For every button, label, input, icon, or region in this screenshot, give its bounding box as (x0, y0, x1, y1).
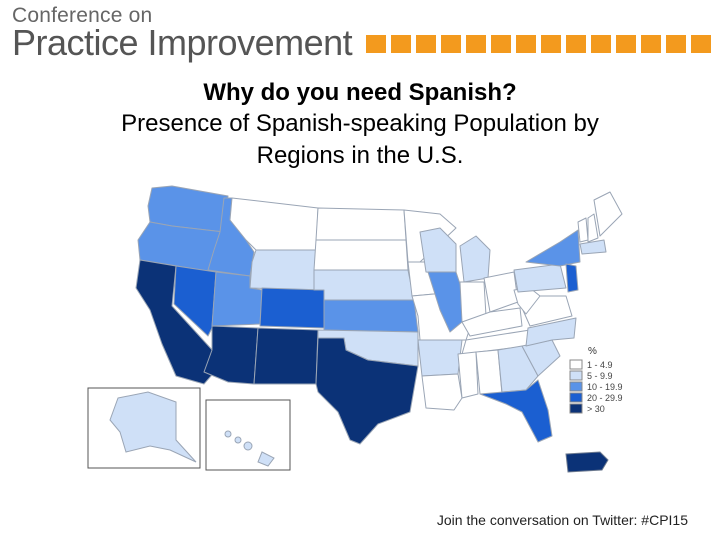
legend-label-1: 1 - 4.9 (587, 360, 613, 370)
state-NV (173, 265, 217, 337)
map-legend: % 1 - 4.9 5 - 9.9 10 - 19.9 20 - 29.9 > … (569, 346, 623, 414)
brand-subtitle: Conference on (12, 4, 153, 27)
state-NY (525, 229, 581, 267)
state-NJ (565, 263, 579, 293)
legend-swatch-3 (569, 381, 583, 392)
slide-subtitle-line1: Presence of Spanish-speaking Population … (121, 110, 599, 137)
slide-title: Why do you need Spanish? Presence of Spa… (0, 78, 720, 172)
hawaii-inset-frame (205, 399, 291, 471)
state-SD (313, 239, 409, 271)
state-LA (421, 373, 463, 411)
legend-label-3: 10 - 19.9 (587, 382, 623, 392)
slide-question: Why do you need Spanish? (203, 79, 517, 106)
state-MI (459, 235, 491, 283)
state-CA (135, 259, 219, 385)
us-spanish-population-map: % 1 - 4.9 5 - 9.9 10 - 19.9 20 - 29.9 > … (87, 185, 623, 473)
state-MA (579, 239, 607, 255)
state-AZ (203, 325, 259, 385)
state-ND (315, 207, 407, 241)
legend-swatch-2 (569, 370, 583, 381)
state-NC (525, 317, 577, 347)
slide-header: Conference on Practice Improvement (0, 0, 720, 70)
territory-PR (565, 451, 609, 473)
legend-swatch-5 (569, 403, 583, 414)
state-NE (313, 269, 415, 301)
state-HI (224, 430, 275, 467)
state-AR (417, 339, 463, 377)
state-NM (253, 327, 319, 385)
legend-swatch-4 (569, 392, 583, 403)
state-ME (593, 191, 623, 237)
state-MS (457, 351, 479, 399)
legend-label-5: > 30 (587, 404, 605, 414)
twitter-footer: Join the conversation on Twitter: #CPI15 (436, 512, 688, 528)
state-KY (461, 307, 523, 337)
legend-label-2: 5 - 9.9 (587, 371, 613, 381)
state-OH (483, 271, 519, 313)
state-WY (249, 249, 317, 291)
state-AK (109, 391, 197, 463)
state-NH (587, 213, 599, 243)
legend-swatch-1 (569, 359, 583, 370)
state-PA (513, 263, 567, 293)
state-WI (419, 227, 457, 275)
state-CO (259, 287, 325, 329)
state-VT (577, 217, 589, 243)
state-AL (475, 349, 503, 395)
state-FL (479, 379, 553, 443)
state-TX (315, 337, 419, 445)
brand-title: Practice Improvement (12, 22, 353, 63)
legend-label-4: 20 - 29.9 (587, 393, 623, 403)
alaska-inset-frame (87, 387, 201, 469)
legend-title: % (588, 346, 597, 357)
state-KS (323, 299, 419, 333)
slide-subtitle-line2: Regions in the U.S. (256, 142, 464, 169)
